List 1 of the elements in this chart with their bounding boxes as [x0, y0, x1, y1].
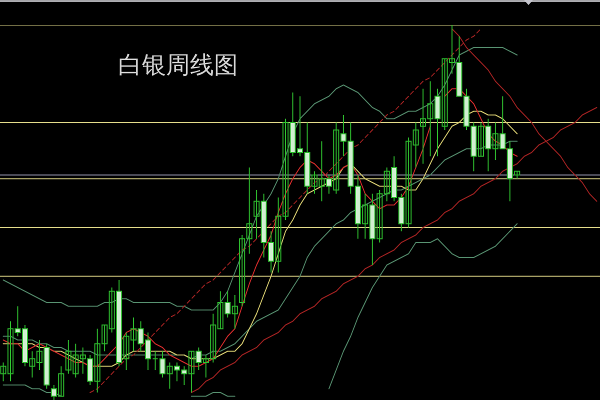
text: 白银周线图 [118, 51, 238, 79]
